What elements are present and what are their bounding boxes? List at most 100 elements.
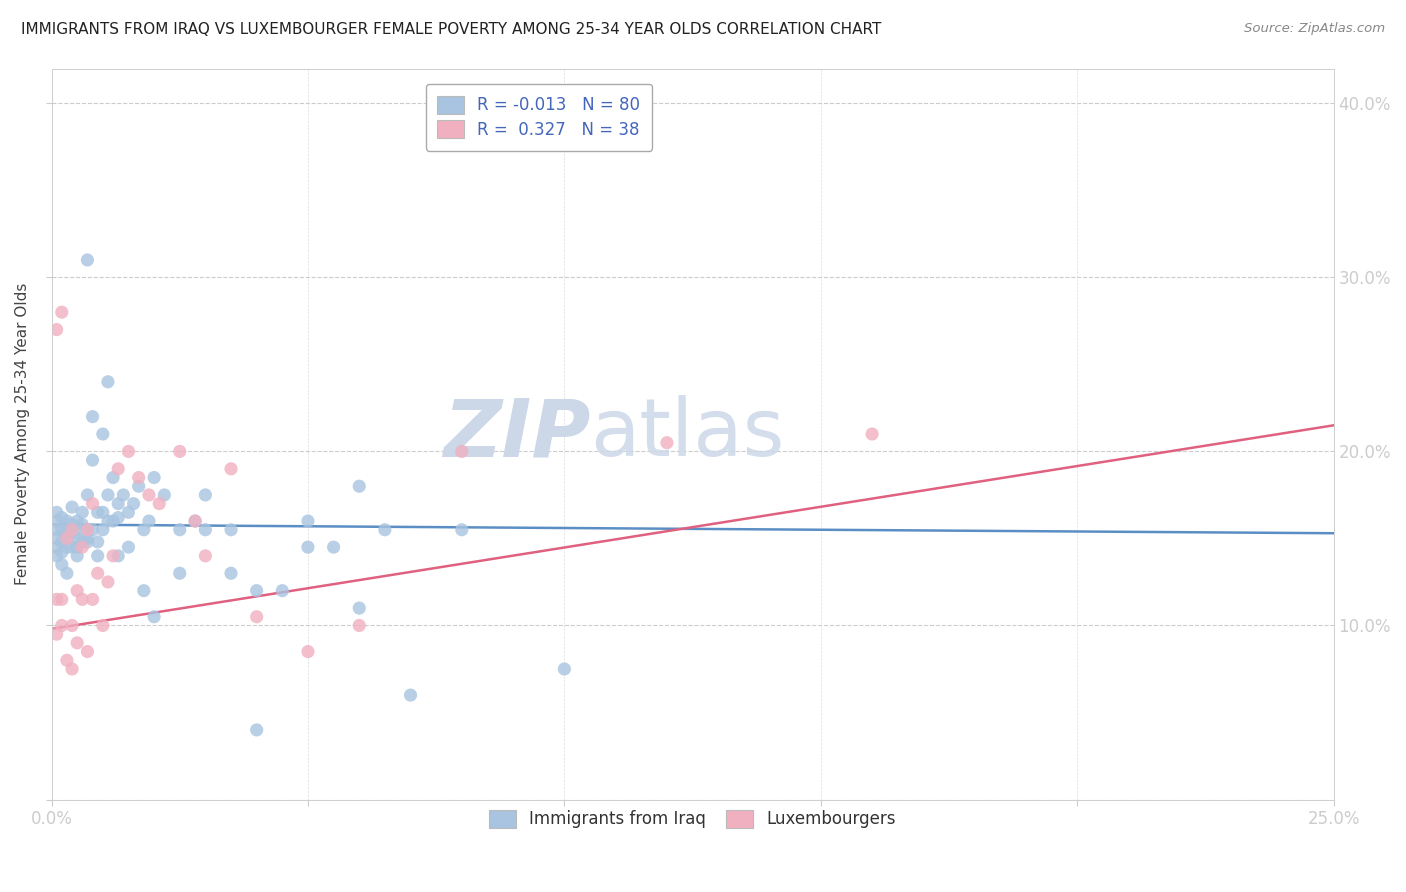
Point: [107, 497, 129, 511]
Point: [60, 526, 83, 541]
Point: [86, 535, 108, 549]
Point: [117, 540, 139, 554]
Point: [101, 549, 124, 563]
Point: [107, 462, 129, 476]
Point: [184, 514, 207, 528]
Point: [56, 528, 79, 542]
Point: [56, 514, 79, 528]
Point: [45, 627, 67, 641]
Point: [60, 500, 83, 515]
Point: [138, 514, 160, 528]
Point: [117, 444, 139, 458]
Point: [66, 636, 89, 650]
Point: [82, 523, 104, 537]
Point: [66, 583, 89, 598]
Point: [246, 583, 269, 598]
Point: [76, 488, 98, 502]
Point: [45, 322, 67, 336]
Point: [82, 497, 104, 511]
Point: [297, 514, 319, 528]
Point: [66, 540, 89, 554]
Point: [450, 523, 472, 537]
Point: [45, 514, 67, 528]
Point: [194, 549, 217, 563]
Text: IMMIGRANTS FROM IRAQ VS LUXEMBOURGER FEMALE POVERTY AMONG 25-34 YEAR OLDS CORREL: IMMIGRANTS FROM IRAQ VS LUXEMBOURGER FEM…: [21, 22, 882, 37]
Point: [51, 510, 73, 524]
Point: [56, 540, 79, 554]
Point: [86, 566, 108, 581]
Point: [51, 558, 73, 572]
Point: [219, 462, 242, 476]
Point: [66, 523, 89, 537]
Point: [322, 540, 344, 554]
Point: [56, 532, 79, 546]
Point: [60, 517, 83, 532]
Point: [101, 470, 124, 484]
Point: [45, 540, 67, 554]
Point: [97, 514, 120, 528]
Point: [349, 618, 371, 632]
Point: [101, 514, 124, 528]
Point: [56, 653, 79, 667]
Point: [349, 601, 371, 615]
Point: [117, 505, 139, 519]
Point: [60, 618, 83, 632]
Point: [82, 453, 104, 467]
Point: [51, 305, 73, 319]
Point: [66, 532, 89, 546]
Point: [450, 444, 472, 458]
Point: [107, 549, 129, 563]
Point: [143, 470, 166, 484]
Point: [45, 532, 67, 546]
Point: [148, 497, 170, 511]
Point: [86, 505, 108, 519]
Point: [399, 688, 422, 702]
Point: [112, 488, 135, 502]
Point: [128, 479, 150, 493]
Text: ZIP: ZIP: [443, 395, 591, 473]
Point: [51, 545, 73, 559]
Point: [97, 375, 120, 389]
Legend: Immigrants from Iraq, Luxembourgers: Immigrants from Iraq, Luxembourgers: [482, 803, 903, 835]
Point: [91, 505, 114, 519]
Point: [66, 514, 89, 528]
Point: [219, 523, 242, 537]
Text: Source: ZipAtlas.com: Source: ZipAtlas.com: [1244, 22, 1385, 36]
Point: [76, 535, 98, 549]
Point: [56, 523, 79, 537]
Point: [45, 549, 67, 563]
Point: [72, 535, 94, 549]
Point: [169, 566, 191, 581]
Point: [132, 583, 155, 598]
Point: [860, 427, 883, 442]
Point: [271, 583, 294, 598]
Point: [72, 517, 94, 532]
Point: [51, 523, 73, 537]
Point: [169, 444, 191, 458]
Point: [82, 592, 104, 607]
Point: [86, 549, 108, 563]
Point: [76, 644, 98, 658]
Point: [51, 535, 73, 549]
Point: [76, 532, 98, 546]
Point: [60, 662, 83, 676]
Point: [194, 488, 217, 502]
Point: [297, 644, 319, 658]
Point: [107, 510, 129, 524]
Point: [184, 514, 207, 528]
Point: [349, 479, 371, 493]
Point: [194, 523, 217, 537]
Point: [143, 609, 166, 624]
Point: [82, 409, 104, 424]
Point: [45, 523, 67, 537]
Point: [153, 488, 176, 502]
Y-axis label: Female Poverty Among 25-34 Year Olds: Female Poverty Among 25-34 Year Olds: [15, 283, 30, 585]
Point: [76, 523, 98, 537]
Point: [72, 592, 94, 607]
Point: [122, 497, 145, 511]
Point: [169, 523, 191, 537]
Point: [97, 574, 120, 589]
Point: [132, 523, 155, 537]
Point: [91, 618, 114, 632]
Point: [56, 566, 79, 581]
